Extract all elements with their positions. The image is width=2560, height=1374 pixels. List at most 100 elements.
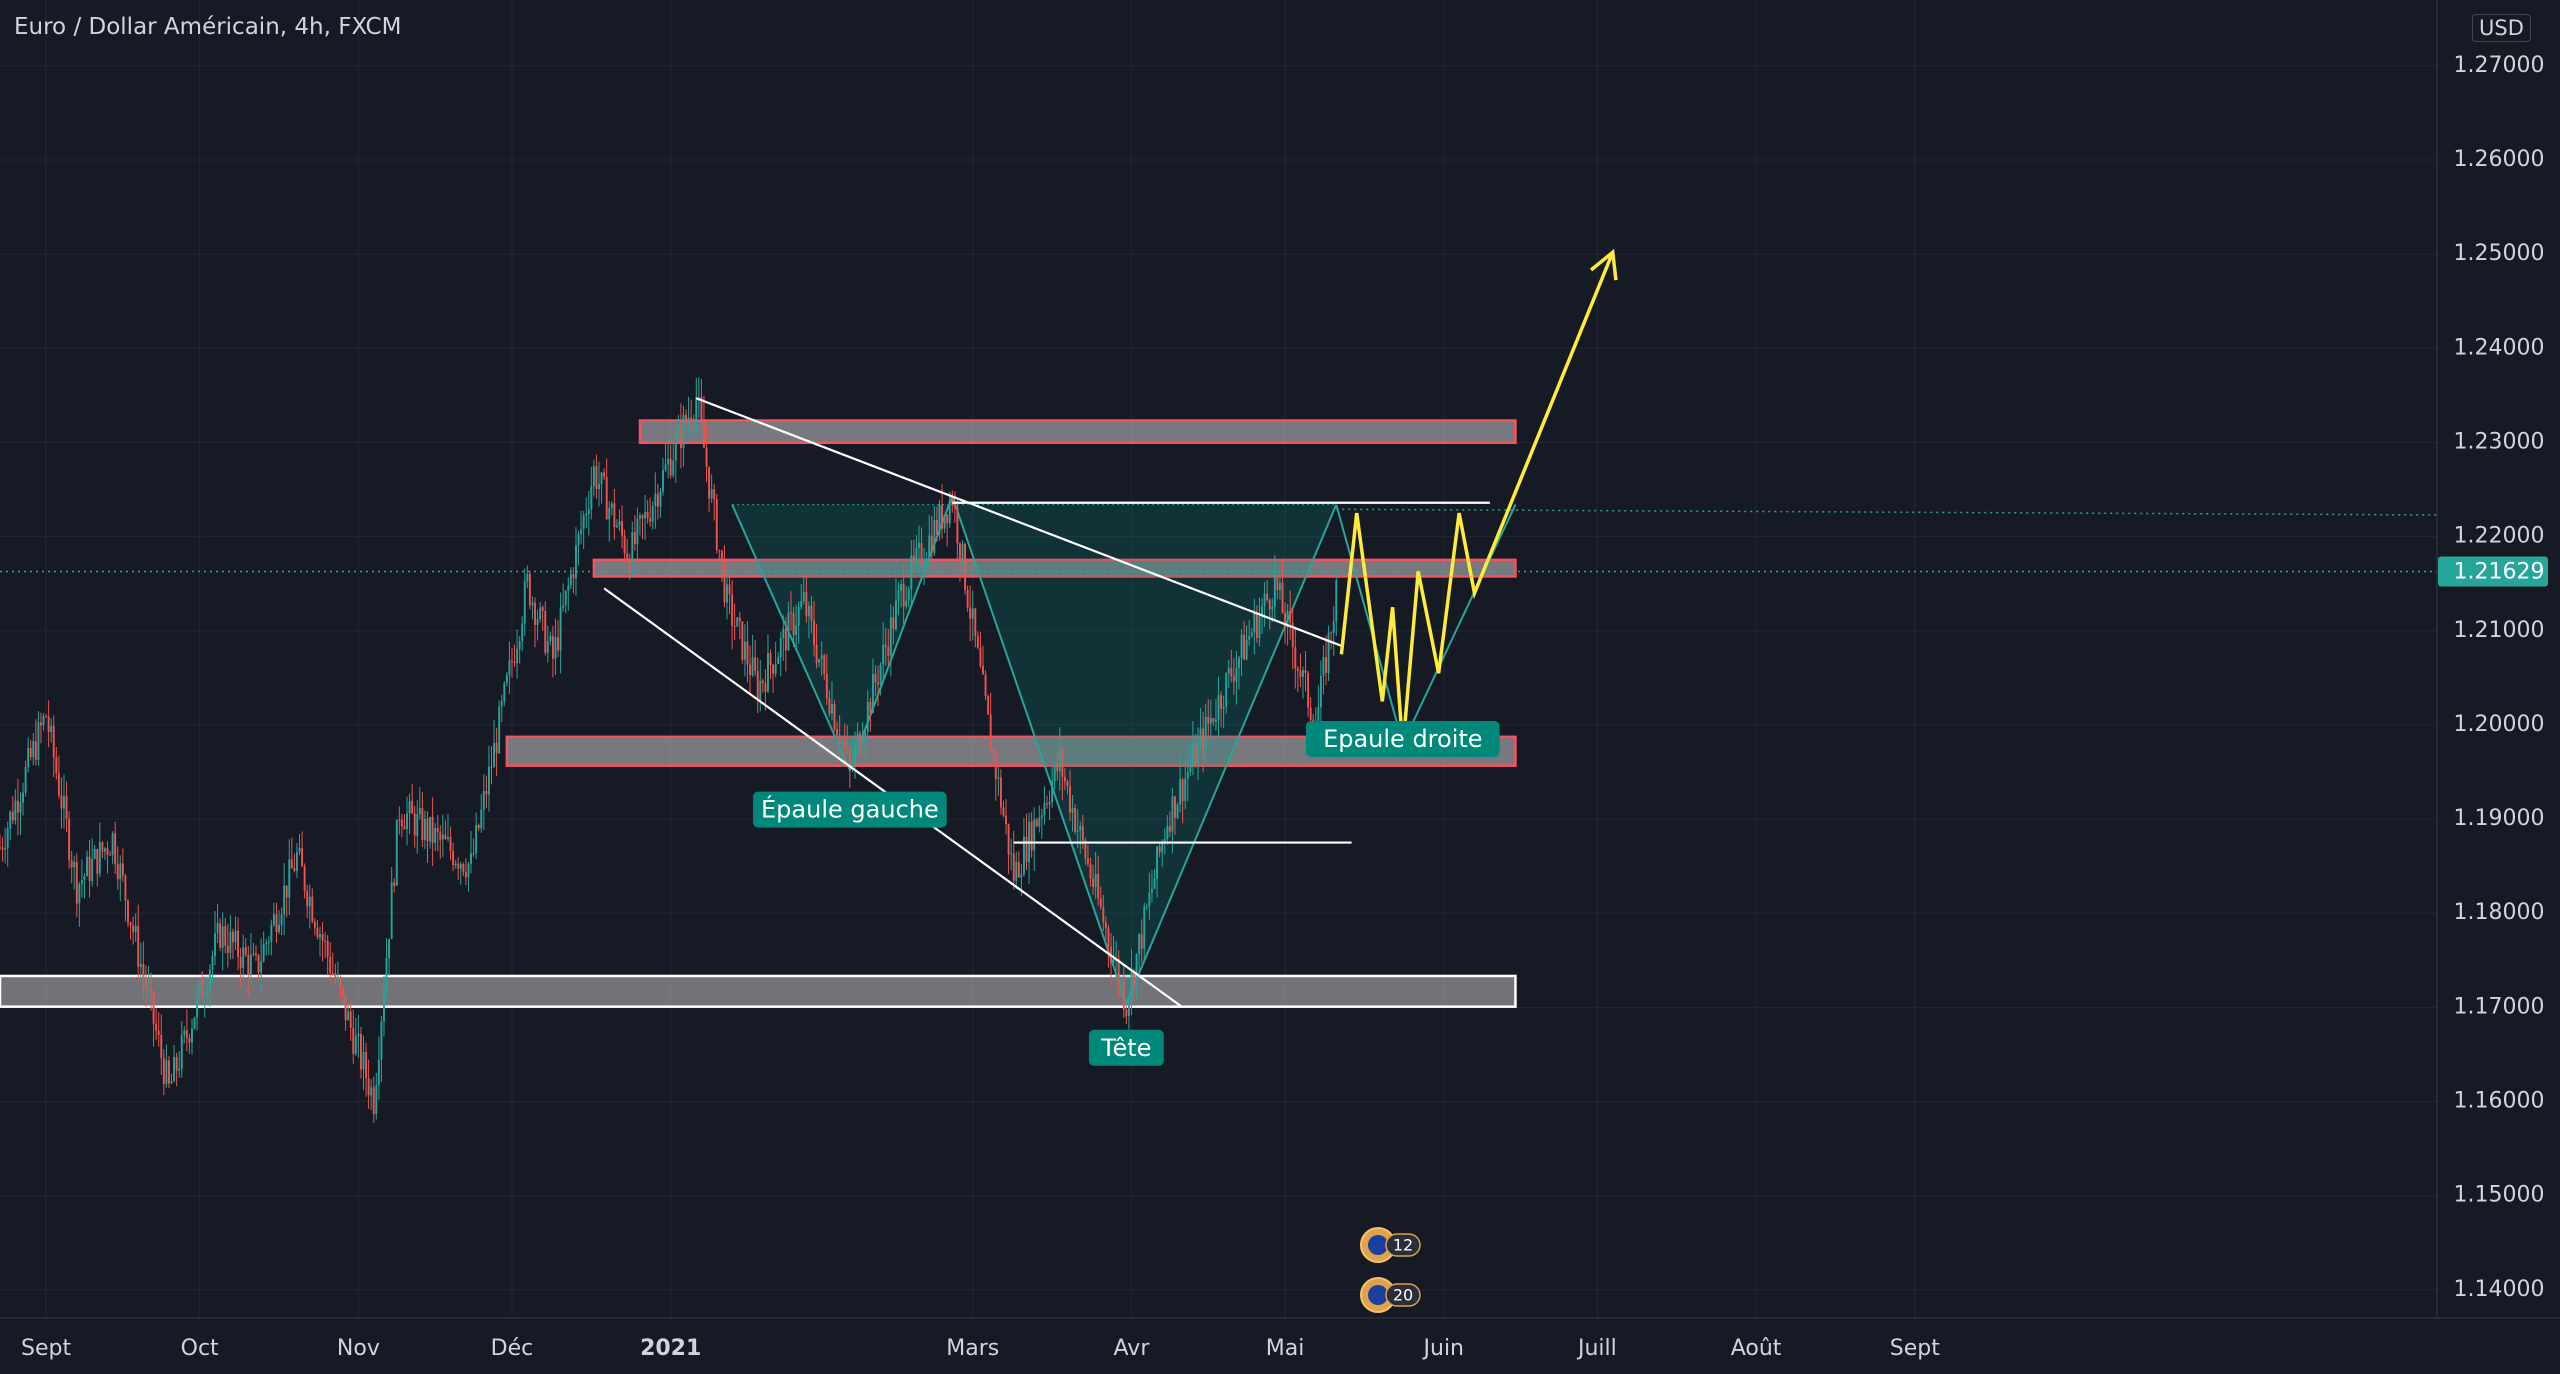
candle-body [434, 828, 437, 843]
candle-body [784, 628, 787, 651]
candle-body [503, 683, 506, 702]
candle-body [1286, 610, 1289, 628]
time-axis[interactable]: Sept Oct Nov Déc 2021 Mars Avr Mai Juin Juill Août… [0, 1317, 2560, 1374]
candle-body [395, 819, 398, 886]
candle-body [1086, 858, 1089, 864]
candle-body [892, 617, 895, 630]
candle-body [613, 503, 616, 528]
candle-body [224, 926, 227, 946]
candle-body [1232, 676, 1235, 682]
flag-icon [1368, 1235, 1388, 1255]
candle-body [1291, 622, 1294, 648]
candle-body [846, 748, 849, 750]
candle-body [306, 891, 309, 907]
candle-body [764, 682, 767, 692]
candle-body [575, 545, 577, 579]
candle-body [1225, 673, 1228, 707]
level-dotted [1336, 508, 2438, 516]
candle-body [1099, 898, 1102, 908]
candle-body [992, 750, 995, 752]
candle-body [357, 1033, 360, 1037]
candle-body [1104, 922, 1107, 929]
candle-body [1038, 817, 1041, 827]
candle-body [1048, 802, 1051, 805]
candle-body [792, 612, 795, 635]
candle-body [1163, 839, 1166, 843]
candle-body [129, 922, 132, 926]
time-tick-label: Sept [1890, 1336, 1940, 1361]
candle-body [779, 638, 782, 658]
candle-body [275, 914, 278, 933]
candle-body [528, 573, 531, 606]
candle-body [1150, 888, 1153, 893]
candle-body [958, 543, 961, 561]
candle-body [324, 940, 327, 942]
candle-body [531, 602, 534, 606]
candle-body [260, 961, 263, 973]
candle-body [14, 800, 17, 821]
candle-body [1097, 873, 1100, 899]
candle-body [999, 777, 1002, 808]
candle-body [969, 607, 972, 619]
event-badges[interactable]: 12 20 [1360, 1227, 1421, 1313]
candle-body [943, 514, 946, 529]
candle-body [1276, 575, 1279, 591]
candle-body [964, 543, 967, 590]
candle-body [1174, 796, 1176, 818]
candle-body [820, 655, 823, 660]
candle-body [331, 972, 334, 974]
candle-body [1076, 830, 1079, 832]
candle-body [979, 647, 982, 666]
last-price-tag[interactable] [2438, 556, 2548, 587]
candle-body [1199, 728, 1202, 741]
candle-body [728, 584, 731, 595]
candle-body [910, 555, 913, 590]
candle-body [1094, 873, 1097, 888]
candle-body [11, 811, 14, 821]
candle-body [1017, 861, 1020, 878]
time-tick-label: Nov [337, 1336, 380, 1361]
candle-body [1130, 972, 1133, 1003]
candle-body [915, 547, 918, 560]
candle-body [677, 424, 680, 437]
candle-body [582, 515, 585, 530]
candle-body [431, 816, 434, 843]
candle-body [362, 1051, 365, 1070]
candle-body [32, 741, 35, 758]
candle-body [659, 491, 662, 507]
price-axis[interactable]: 1.14000 1.15000 1.16000 1.17000 1.18000 1.190… [2436, 0, 2560, 1374]
candle-body [270, 924, 273, 942]
candle-body [1325, 657, 1327, 674]
candle-body [262, 944, 265, 962]
candle-body [505, 675, 508, 684]
candle-body [475, 825, 478, 854]
candle-body [679, 424, 682, 449]
candle-body [864, 731, 867, 743]
candle-body [452, 851, 455, 866]
last-price-value: 1.21629 [2454, 560, 2545, 585]
candle-body [600, 472, 603, 484]
candle-body [375, 1085, 378, 1115]
candle-body [127, 900, 129, 923]
candle-body [1296, 668, 1299, 672]
event-badge-count-box [1385, 1283, 1421, 1307]
candle-body [1107, 928, 1110, 947]
candle-body [1212, 717, 1215, 722]
candle-body [234, 930, 237, 943]
candle-body [301, 848, 304, 867]
candle-body [918, 542, 920, 548]
candle-body [731, 594, 734, 626]
candle-body [22, 792, 24, 803]
candle-body [843, 741, 846, 749]
candle-body [45, 716, 48, 718]
candle-body [874, 674, 877, 683]
candle-body [1209, 717, 1212, 724]
head-and-shoulders-pattern [0, 493, 2438, 1007]
currency-badge[interactable]: USD [2472, 14, 2531, 42]
candle-body [1255, 613, 1258, 639]
candle-body [1125, 1009, 1128, 1017]
candle-body [1204, 716, 1207, 751]
symbol-title[interactable]: Euro / Dollar Américain, 4h, FXCM [14, 14, 402, 40]
candle-body [541, 607, 544, 612]
